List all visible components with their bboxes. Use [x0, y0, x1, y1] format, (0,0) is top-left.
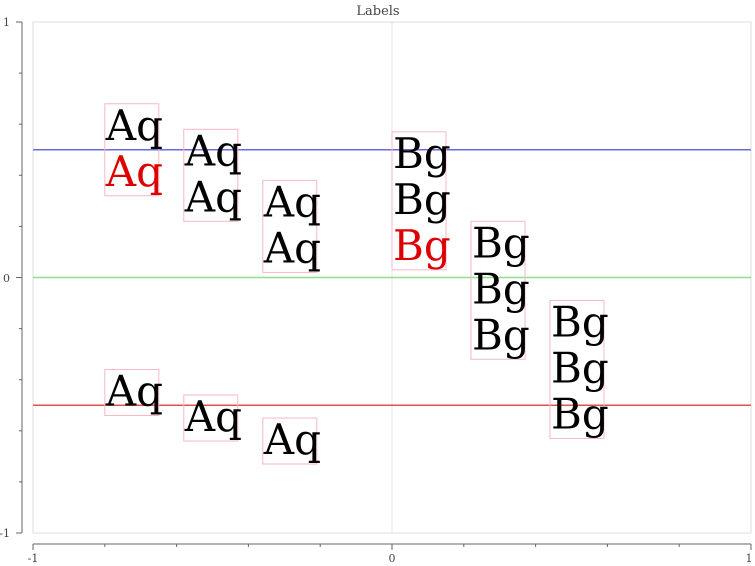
- x-tick-label-max: 1: [746, 552, 753, 565]
- label-bounding-box: [470, 220, 526, 360]
- label-text: Aq: [263, 415, 321, 464]
- label-text: Aq: [184, 172, 242, 221]
- y-tick-label-max: 1: [3, 16, 10, 29]
- label-text: Bg: [472, 264, 530, 313]
- label-text: Aq: [184, 126, 242, 175]
- label-group-7: Aq: [183, 392, 242, 442]
- label-text: Aq: [184, 392, 242, 441]
- y-tick-label-mid: 0: [3, 272, 10, 285]
- label-bounding-box: [262, 179, 318, 273]
- label-text: Bg: [393, 175, 451, 224]
- label-bounding-box: [183, 128, 239, 222]
- x-tick-label-mid: 0: [389, 552, 396, 565]
- chart-title: Labels: [356, 4, 399, 19]
- label-group-8: Aq: [262, 415, 321, 465]
- label-text: Bg: [393, 129, 451, 178]
- x-tick-label-min: -1: [28, 552, 39, 565]
- label-text: Bg: [472, 310, 530, 359]
- label-text: Bg: [393, 221, 451, 270]
- label-text: Aq: [105, 147, 163, 196]
- label-bounding-box: [104, 368, 160, 416]
- label-text: Bg: [551, 297, 609, 346]
- label-group-6: Aq: [104, 366, 163, 416]
- label-text: Aq: [263, 223, 321, 272]
- axis-layer: -1 0 1 -1 0 1: [0, 16, 753, 565]
- label-bounding-box: [262, 417, 318, 465]
- label-text: Bg: [551, 343, 609, 392]
- label-bounding-box: [104, 103, 160, 197]
- label-bounding-box: [391, 131, 447, 271]
- label-bounding-box: [549, 299, 605, 439]
- label-text: Bg: [551, 389, 609, 438]
- label-text: Aq: [105, 101, 163, 150]
- label-text: Aq: [263, 177, 321, 226]
- y-tick-label-min: -1: [0, 527, 10, 540]
- label-bounding-box: [183, 394, 239, 442]
- label-text: Bg: [472, 218, 530, 267]
- label-text: Aq: [105, 366, 163, 415]
